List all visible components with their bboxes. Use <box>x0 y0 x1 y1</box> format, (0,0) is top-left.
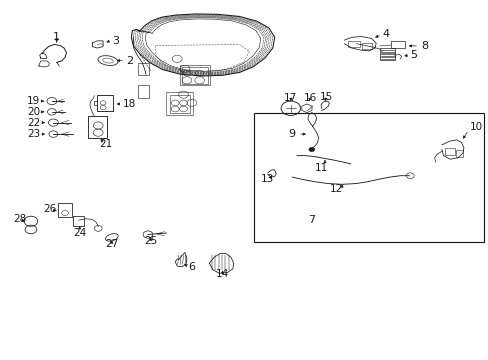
Text: 12: 12 <box>329 184 342 194</box>
Bar <box>445 148 454 155</box>
Text: 11: 11 <box>314 163 327 173</box>
Text: 16: 16 <box>303 93 316 103</box>
Text: 17: 17 <box>284 93 297 103</box>
Bar <box>73 216 83 226</box>
Bar <box>138 85 149 98</box>
Text: 21: 21 <box>99 139 112 149</box>
Bar <box>138 63 149 75</box>
Bar <box>166 92 193 116</box>
Text: 26: 26 <box>43 204 56 215</box>
Text: 18: 18 <box>122 99 136 109</box>
Bar <box>347 41 359 47</box>
Text: 24: 24 <box>73 228 86 238</box>
Text: 8: 8 <box>420 41 427 51</box>
Bar <box>180 65 210 85</box>
Text: 10: 10 <box>469 122 482 132</box>
Text: 13: 13 <box>261 174 274 184</box>
Bar <box>97 95 113 111</box>
Text: 19: 19 <box>27 96 41 106</box>
Text: 20: 20 <box>27 107 41 117</box>
Text: 2: 2 <box>126 55 133 66</box>
Text: 27: 27 <box>105 239 118 249</box>
Text: 25: 25 <box>144 236 157 246</box>
Bar <box>390 41 405 48</box>
Text: 14: 14 <box>216 269 229 279</box>
Text: 9: 9 <box>288 129 295 139</box>
Text: 23: 23 <box>27 129 41 139</box>
Text: 7: 7 <box>307 215 315 225</box>
Text: 22: 22 <box>27 118 41 128</box>
Text: 28: 28 <box>14 215 27 224</box>
Text: 3: 3 <box>112 36 119 46</box>
Text: 4: 4 <box>382 29 388 39</box>
Circle shape <box>308 147 314 152</box>
Text: 15: 15 <box>319 92 332 102</box>
Text: 1: 1 <box>53 32 60 42</box>
Bar <box>254 113 484 242</box>
Bar <box>379 48 394 59</box>
Bar <box>361 43 371 49</box>
Text: 6: 6 <box>188 262 195 272</box>
Bar <box>455 150 463 157</box>
Bar <box>58 203 72 217</box>
Bar <box>182 67 208 84</box>
Text: 5: 5 <box>409 50 416 60</box>
Bar <box>170 95 189 113</box>
Bar <box>88 116 107 138</box>
